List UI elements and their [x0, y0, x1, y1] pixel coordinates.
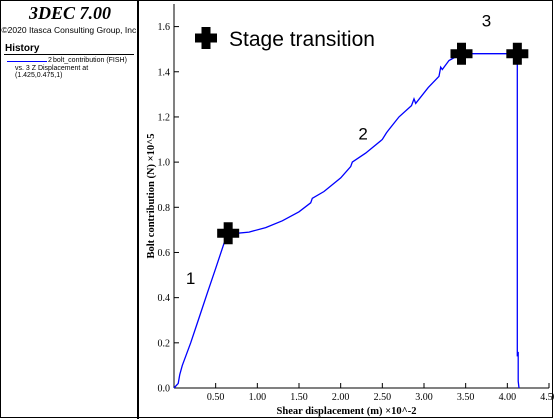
- x-tick-label: 1.50: [290, 392, 308, 403]
- legend-series-name: bolt_contribution (FISH): [53, 57, 127, 64]
- y-tick-label: 1.0: [158, 158, 171, 169]
- stage-annotation: 1: [186, 269, 195, 288]
- x-tick-label: 2.00: [332, 392, 350, 403]
- x-tick-label: 2.50: [374, 392, 392, 403]
- stage-transition-marker: [450, 42, 473, 65]
- x-tick-label: 1.00: [249, 392, 266, 403]
- stage-transition-marker: [217, 222, 240, 245]
- y-tick-label: 0.4: [158, 293, 171, 304]
- y-tick-label: 0.6: [158, 248, 171, 259]
- legend-vs-text: vs. 3 Z Displacement at (1.425,0.475,1): [15, 65, 89, 79]
- y-tick-label: 0.0: [158, 384, 171, 395]
- history-sidebar: 3DEC 7.00 ©2020 Itasca Consulting Group,…: [1, 1, 139, 419]
- legend-label: Stage transition: [229, 28, 375, 51]
- y-tick-label: 1.6: [158, 22, 171, 33]
- section-divider: [4, 54, 134, 55]
- x-tick-label: 4.00: [499, 392, 517, 403]
- plot-area: 0.0 0.2 0.4 0.6 0.8 1.0 1.2 1.4 1.6 0.50 1.00 1.50 2…: [141, 1, 554, 419]
- y-tick-label: 1.4: [158, 67, 171, 78]
- y-tick-label: 0.2: [158, 338, 171, 349]
- stage-transition-marker: [506, 42, 529, 65]
- legend-line-swatch: [7, 61, 47, 62]
- history-title: History: [5, 43, 40, 54]
- copyright-text: ©2020 Itasca Consulting Group, Inc.: [1, 25, 139, 35]
- stage-annotation: 3: [482, 12, 491, 31]
- y-tick-label: 0.8: [158, 203, 171, 214]
- x-axis-label: Shear displacement (m) ×10^-2: [277, 406, 417, 417]
- series-line: [173, 53, 520, 389]
- stage-annotation: 2: [358, 125, 367, 144]
- x-tick-label: 4.50: [540, 392, 554, 403]
- x-tick-label: 0.50: [207, 392, 225, 403]
- chart: 0.0 0.2 0.4 0.6 0.8 1.0 1.2 1.4 1.6 0.50 1.00 1.50 2…: [146, 4, 554, 417]
- y-axis-label: Bolt contribution (N) ×10^5: [146, 134, 157, 259]
- app-title: 3DEC 7.00: [28, 3, 111, 23]
- x-tick-label: 3.00: [415, 392, 433, 403]
- y-tick-label: 1.2: [158, 112, 171, 123]
- legend-series-number: 2: [48, 57, 52, 64]
- x-tick-label: 3.50: [457, 392, 475, 403]
- legend-marker: [195, 27, 217, 49]
